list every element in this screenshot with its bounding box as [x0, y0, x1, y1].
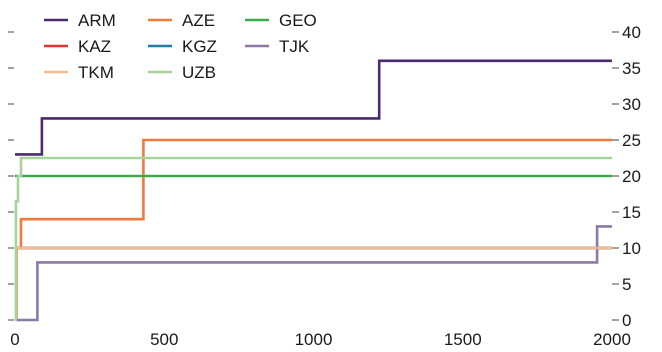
y-tick-label-20: 20	[622, 167, 641, 186]
legend-label-kgz: KGZ	[182, 37, 217, 56]
legend-item-aze: AZE	[148, 11, 215, 30]
y-tick-label-35: 35	[622, 59, 641, 78]
x-tick-label-0: 0	[10, 330, 19, 349]
axis-layer: 0 5 10 15 20 25 30 35 40 0 500 1000 1500 2000	[8, 23, 641, 349]
legend-item-kaz: KAZ	[44, 37, 111, 56]
legend-label-tkm: TKM	[78, 63, 114, 82]
legend-item-arm: ARM	[44, 11, 116, 30]
y-tick-label-0: 0	[622, 311, 631, 330]
x-tick-label-2000: 2000	[593, 330, 631, 349]
series-line-tjk	[15, 225, 612, 322]
x-tick-label-500: 500	[150, 330, 178, 349]
legend-label-geo: GEO	[279, 11, 317, 30]
y-tick-label-25: 25	[622, 131, 641, 150]
legend-label-uzb: UZB	[182, 63, 216, 82]
legend-item-kgz: KGZ	[148, 37, 217, 56]
x-tick-label-1000: 1000	[295, 330, 333, 349]
legend-label-arm: ARM	[78, 11, 116, 30]
legend-label-aze: AZE	[182, 11, 215, 30]
series-line-aze	[15, 138, 612, 322]
y-tick-label-10: 10	[622, 239, 641, 258]
y-tick-label-30: 30	[622, 95, 641, 114]
legend: ARM AZE GEO KAZ KGZ TJK TKM UZB	[44, 11, 317, 82]
y-tick-label-5: 5	[622, 275, 631, 294]
legend-item-tjk: TJK	[245, 37, 310, 56]
x-tick-label-1500: 1500	[444, 330, 482, 349]
legend-item-tkm: TKM	[44, 63, 114, 82]
legend-label-kaz: KAZ	[78, 37, 111, 56]
series-layer	[14, 59, 612, 322]
legend-item-geo: GEO	[245, 11, 317, 30]
legend-label-tjk: TJK	[279, 37, 310, 56]
legend-item-uzb: UZB	[148, 63, 216, 82]
y-tick-label-15: 15	[622, 203, 641, 222]
series-line-uzb	[14, 156, 612, 322]
series-line-arm	[15, 59, 612, 156]
y-tick-label-40: 40	[622, 23, 641, 42]
